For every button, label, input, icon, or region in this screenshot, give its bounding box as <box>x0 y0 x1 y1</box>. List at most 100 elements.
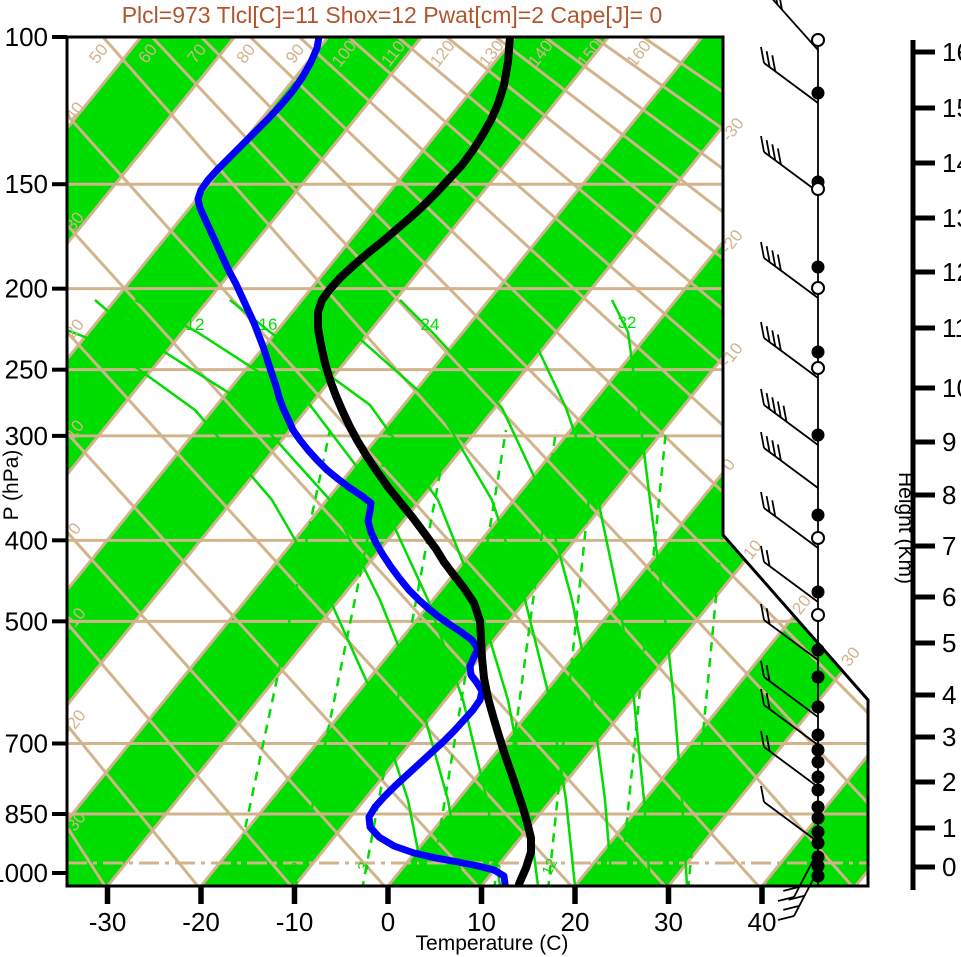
wind-barb <box>760 431 819 489</box>
dry-adiabat-label: 80 <box>233 40 260 67</box>
wind-barb <box>760 491 825 549</box>
wind-barb <box>811 811 825 825</box>
moist-adiabat-8 <box>94 299 465 886</box>
moist-adiabat-32 <box>610 299 689 886</box>
temperature-tick-label: 30 <box>654 907 683 937</box>
wind-barb <box>760 545 825 603</box>
moist-adiabat-16 <box>229 299 540 886</box>
height-tick-label: 0 <box>942 852 956 882</box>
wind-level-dot-filled <box>811 850 825 864</box>
wind-level-dot-open <box>811 608 825 622</box>
wind-level-dot-filled <box>811 260 825 274</box>
wind-barb-column <box>760 0 825 921</box>
moist-adiabat-lines <box>67 298 689 886</box>
wind-barb <box>760 46 825 104</box>
dry-adiabat-label: 90 <box>282 40 309 67</box>
pressure-tick-label: 500 <box>5 606 48 636</box>
wind-level-dot-filled <box>811 783 825 797</box>
wind-barb <box>811 608 825 622</box>
pressure-tick-label: 150 <box>5 169 48 199</box>
moist-adiabat-12 <box>134 298 502 886</box>
wind-level-dot-filled <box>811 86 825 100</box>
wind-barb <box>777 850 825 902</box>
dewpoint-profile-line <box>194 37 509 886</box>
moist-adiabat-20 <box>317 299 577 886</box>
wind-level-dot-open <box>811 281 825 295</box>
pressure-tick-label: 100 <box>5 22 48 52</box>
height-tick-label: 4 <box>942 680 956 710</box>
wind-barb <box>811 859 825 873</box>
height-axis: 161514131211109876543210 <box>910 37 961 890</box>
temperature-axis: -30 -20 -10 0 10 20 30 40 <box>89 886 776 937</box>
wind-barb <box>811 260 825 274</box>
dry-adiabat-label: -20 <box>60 706 90 737</box>
height-tick-label: 11 <box>942 313 961 343</box>
temperature-tick-label: -30 <box>89 907 127 937</box>
wind-barb <box>760 321 825 379</box>
wind-barb <box>811 783 825 797</box>
height-tick-label: 8 <box>942 480 956 510</box>
wind-level-dot-filled <box>811 859 825 873</box>
isotherm-label: 30 <box>837 643 864 670</box>
wind-level-dot-filled <box>811 508 825 522</box>
height-tick-label: 6 <box>942 582 956 612</box>
temperature-tick-label: 20 <box>561 907 590 937</box>
wind-level-dot-open <box>811 182 825 196</box>
height-tick-label: 5 <box>942 628 956 658</box>
wind-barb <box>760 660 825 718</box>
pressure-axis: 100 150 200 250 300 400 500 700 850 1000 <box>0 22 67 888</box>
height-tick-label: 2 <box>942 767 956 797</box>
moist-adiabat-label: 32 <box>618 313 637 332</box>
wind-barb <box>811 345 825 359</box>
wind-level-dot-open <box>811 33 825 47</box>
wind-level-dot-filled <box>811 770 825 784</box>
temperature-tick-label: 0 <box>381 907 395 937</box>
wind-level-dot-filled <box>811 825 825 839</box>
wind-level-dot-filled <box>811 345 825 359</box>
wind-level-dot-filled <box>811 700 825 714</box>
pressure-tick-label: 1000 <box>0 858 48 888</box>
wind-barb <box>760 730 825 788</box>
height-tick-label: 15 <box>942 93 961 123</box>
height-tick-label: 14 <box>942 148 961 178</box>
temperature-tick-label: -20 <box>182 907 220 937</box>
wind-level-dot-filled <box>811 743 825 757</box>
wind-barb <box>772 0 825 51</box>
wind-barb <box>811 755 825 769</box>
chart-title: Plcl=973 Tlcl[C]=11 Shox=12 Pwat[cm]=2 C… <box>122 2 663 28</box>
pressure-tick-label: 300 <box>5 421 48 451</box>
height-tick-label: 7 <box>942 531 956 561</box>
wind-level-dot-filled <box>811 643 825 657</box>
wind-level-dot-filled <box>811 428 825 442</box>
wind-level-dot-filled <box>811 755 825 769</box>
pressure-tick-label: 400 <box>5 525 48 555</box>
plot-generated-content: 50 60 70 80 90 100 110 120 130 140 150 160403020100… <box>0 0 961 937</box>
wind-level-dot-filled <box>811 728 825 742</box>
mixing-ratio-label: 12 <box>539 856 561 878</box>
pressure-tick-label: 700 <box>5 729 48 759</box>
wind-level-dot-filled <box>811 585 825 599</box>
moist-adiabat-label: 16 <box>259 315 278 334</box>
temperature-profile-line <box>314 37 535 886</box>
wind-barb <box>760 603 825 661</box>
wind-barb <box>811 182 825 196</box>
height-tick-label: 12 <box>942 257 961 287</box>
x-axis-label: Temperature (C) <box>416 932 569 955</box>
wind-barb <box>811 508 825 522</box>
height-tick-label: 10 <box>942 373 961 403</box>
plot-background <box>67 37 868 886</box>
height-tick-label: 9 <box>942 427 956 457</box>
pressure-tick-label: 200 <box>5 274 48 304</box>
wind-barb <box>811 800 825 814</box>
wind-level-dot-open <box>811 361 825 375</box>
wind-barb <box>777 869 825 921</box>
moist-adiabat-label: 12 <box>186 315 205 334</box>
sounding-profiles <box>194 37 535 886</box>
wind-level-dot-open <box>811 531 825 545</box>
wind-barb <box>811 743 825 757</box>
wind-barb <box>760 688 825 746</box>
wind-level-dot-filled <box>811 869 825 883</box>
